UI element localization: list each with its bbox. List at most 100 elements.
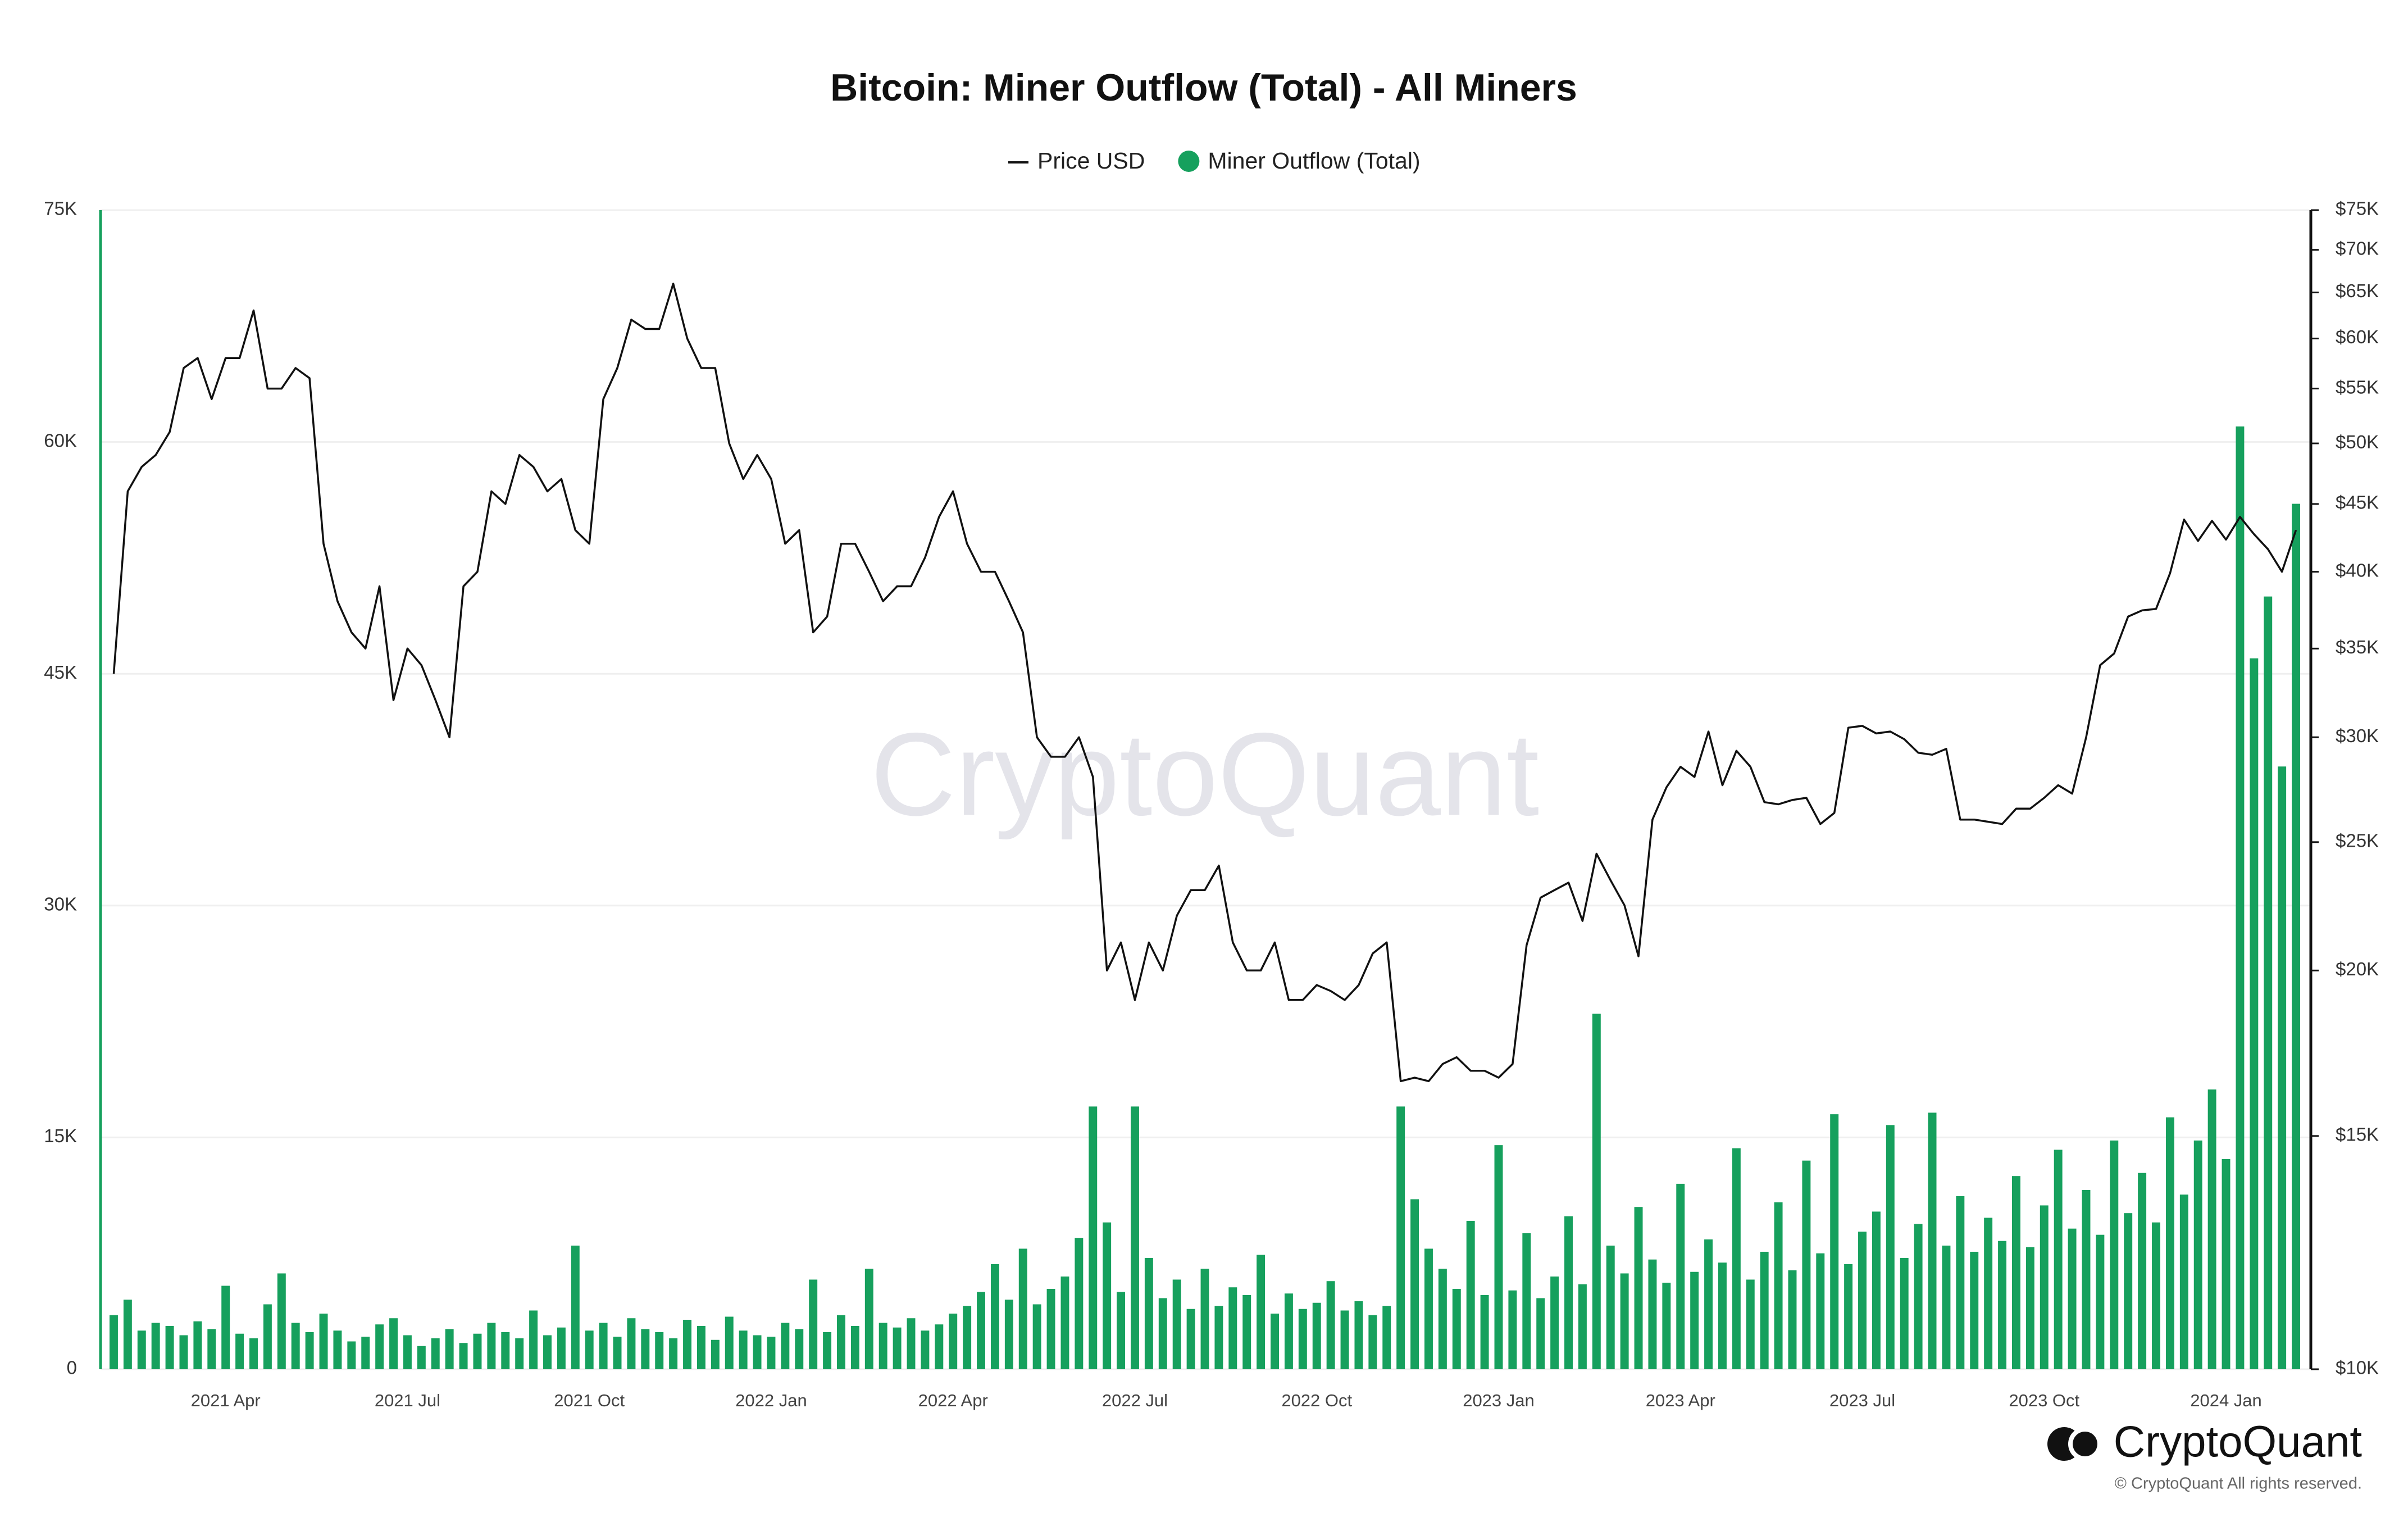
bar [655,1332,664,1369]
bar [2278,766,2287,1369]
x-tick-label: 2023 Oct [2009,1391,2079,1410]
bar [249,1338,258,1369]
bar [1662,1282,1671,1369]
bar [1046,1288,1055,1369]
y2-tick-label: $15K [2336,1124,2379,1145]
bar [767,1337,776,1369]
legend: Price USD Miner Outflow (Total) [1008,148,1421,174]
bar [1886,1125,1895,1369]
bar [1396,1106,1405,1369]
bar [151,1323,160,1369]
bar [725,1316,734,1369]
bar [1480,1295,1489,1369]
bar [2110,1140,2119,1369]
x-tick-label: 2022 Jul [1102,1391,1168,1410]
bar [809,1279,818,1369]
y-tick-label: 15K [44,1125,77,1146]
bar [1564,1216,1573,1369]
bar [949,1313,958,1369]
bar [2068,1228,2077,1369]
bar [935,1324,944,1369]
bar [963,1306,972,1369]
y2-tick-label: $10K [2336,1357,2379,1378]
y2-tick-label: $20K [2336,959,2379,979]
bar [2264,596,2273,1369]
bar [1704,1239,1713,1369]
bar [613,1337,622,1369]
bar [263,1304,272,1369]
bar [864,1269,873,1369]
brand-logo [2047,1427,2102,1461]
bar [795,1329,804,1369]
bar [1760,1251,1769,1369]
bar [179,1335,188,1369]
bar [389,1318,398,1369]
bar [683,1319,692,1369]
bar [2152,1222,2160,1369]
bar [1214,1306,1223,1369]
bar [739,1330,748,1369]
bar [1620,1273,1629,1369]
bar [515,1338,524,1369]
bar [1956,1196,1965,1369]
bar [1788,1270,1797,1369]
legend-label: Miner Outflow (Total) [1208,148,1420,174]
bar [2236,426,2245,1370]
bar [1382,1306,1391,1369]
bar [1802,1160,1811,1369]
x-tick-label: 2023 Jul [1829,1391,1895,1410]
bar [1592,1014,1601,1369]
chart-title: Bitcoin: Miner Outflow (Total) - All Min… [830,66,1577,109]
y2-tick-label: $30K [2336,725,2379,746]
y2-tick-label: $25K [2336,830,2379,851]
bar [375,1324,384,1369]
bar [1131,1106,1139,1369]
bar [627,1318,636,1369]
bar [445,1329,454,1369]
bar [599,1323,608,1369]
bar [1774,1202,1783,1369]
bar [1984,1218,1993,1369]
x-tick-label: 2024 Jan [2190,1391,2262,1410]
bar [990,1264,999,1369]
bar [1186,1309,1195,1369]
bar [2096,1234,2105,1369]
bar [347,1341,356,1369]
price-line [112,283,2297,1083]
bar [850,1325,859,1369]
bar [417,1346,426,1369]
brand: CryptoQuant [2114,1417,2363,1466]
bar [1928,1112,1937,1369]
bar [277,1273,286,1369]
x-tick-label: 2021 Jul [375,1391,440,1410]
bar [921,1330,930,1369]
bar [557,1327,566,1369]
bar [1368,1315,1377,1369]
x-tick-label: 2021 Apr [191,1391,261,1410]
bar [291,1323,300,1369]
bar [1018,1248,1027,1369]
bar [2222,1159,2231,1369]
bar [1858,1232,1867,1369]
bar [1578,1284,1587,1369]
bar [1228,1287,1237,1369]
bar [1816,1253,1825,1369]
bar [1746,1279,1755,1369]
bar [2292,503,2301,1369]
legend-label: Price USD [1037,148,1145,174]
bar [1914,1224,1923,1369]
y2-tick-label: $75K [2336,198,2379,219]
bar [2165,1117,2174,1369]
bar [361,1337,370,1369]
y2-tick-label: $55K [2336,376,2379,397]
bar [1172,1279,1181,1369]
bar [1844,1264,1853,1369]
bar [2054,1150,2063,1369]
bar [473,1333,482,1369]
bar [1354,1301,1363,1369]
bar [123,1300,132,1369]
bar [459,1343,468,1369]
bar [501,1332,510,1369]
bar [907,1318,916,1369]
